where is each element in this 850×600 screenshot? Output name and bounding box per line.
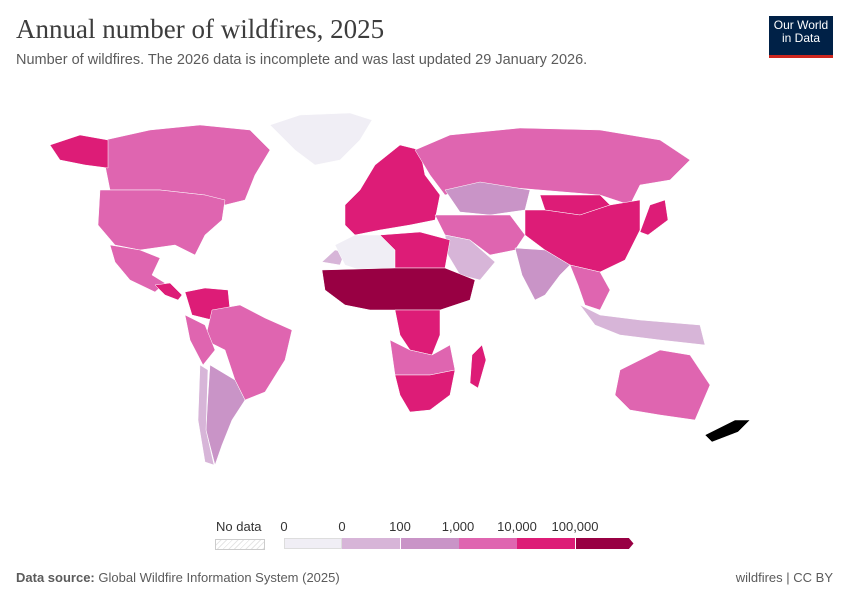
region-indonesia[interactable] — [579, 304, 706, 346]
legend-tick-label: 0 — [338, 519, 346, 534]
region-saudi-arabia[interactable] — [444, 234, 496, 281]
region-australia[interactable] — [614, 349, 711, 421]
data-source: Data source: Global Wildfire Information… — [16, 570, 340, 585]
legend-bin[interactable] — [284, 538, 342, 549]
legend-bin[interactable] — [400, 538, 459, 549]
region-southern-africa[interactable] — [394, 369, 456, 413]
legend-bin[interactable] — [342, 538, 401, 549]
region-greenland[interactable] — [269, 112, 373, 166]
legend-no-data-label: No data — [216, 519, 262, 534]
region-india[interactable] — [514, 247, 571, 301]
region-chile[interactable] — [197, 364, 215, 466]
page-subtitle: Number of wildfires. The 2026 data is in… — [16, 52, 588, 68]
legend-tick-label: 1,000 — [441, 519, 475, 534]
region-brazil[interactable] — [204, 304, 293, 401]
legend-bin[interactable] — [458, 538, 517, 549]
region-peru[interactable] — [184, 314, 216, 366]
region-central-america[interactable] — [154, 282, 183, 301]
region-new-zealand[interactable] — [704, 419, 751, 443]
legend-no-data-swatch — [215, 539, 265, 550]
region-alaska[interactable] — [49, 134, 109, 169]
region-japan[interactable] — [639, 199, 669, 236]
region-mexico[interactable] — [109, 244, 166, 293]
legend-tick-label: 100,000 — [551, 519, 599, 534]
region-southeast-asia[interactable] — [569, 264, 611, 311]
legend-tick-label: 0 — [280, 519, 288, 534]
page-title: Annual number of wildfires, 2025 — [16, 14, 385, 44]
world-map — [49, 112, 751, 466]
legend-bin[interactable] — [575, 538, 634, 549]
region-argentina[interactable] — [205, 364, 246, 466]
region-china[interactable] — [524, 199, 641, 273]
region-madagascar[interactable] — [469, 344, 487, 389]
source-link[interactable]: Global Wildfire Information System (2025… — [98, 570, 340, 585]
footer-license[interactable]: wildfires | CC BY — [735, 570, 833, 585]
legend-tick-label: 10,000 — [497, 519, 537, 534]
legend-tick-label: 100 — [389, 519, 411, 534]
legend-bin[interactable] — [517, 538, 576, 549]
owid-logo[interactable]: Our World in Data — [769, 16, 833, 58]
source-label: Data source: — [16, 570, 95, 585]
region-united-states[interactable] — [97, 189, 226, 256]
region-sahel-central-africa[interactable] — [321, 267, 476, 311]
